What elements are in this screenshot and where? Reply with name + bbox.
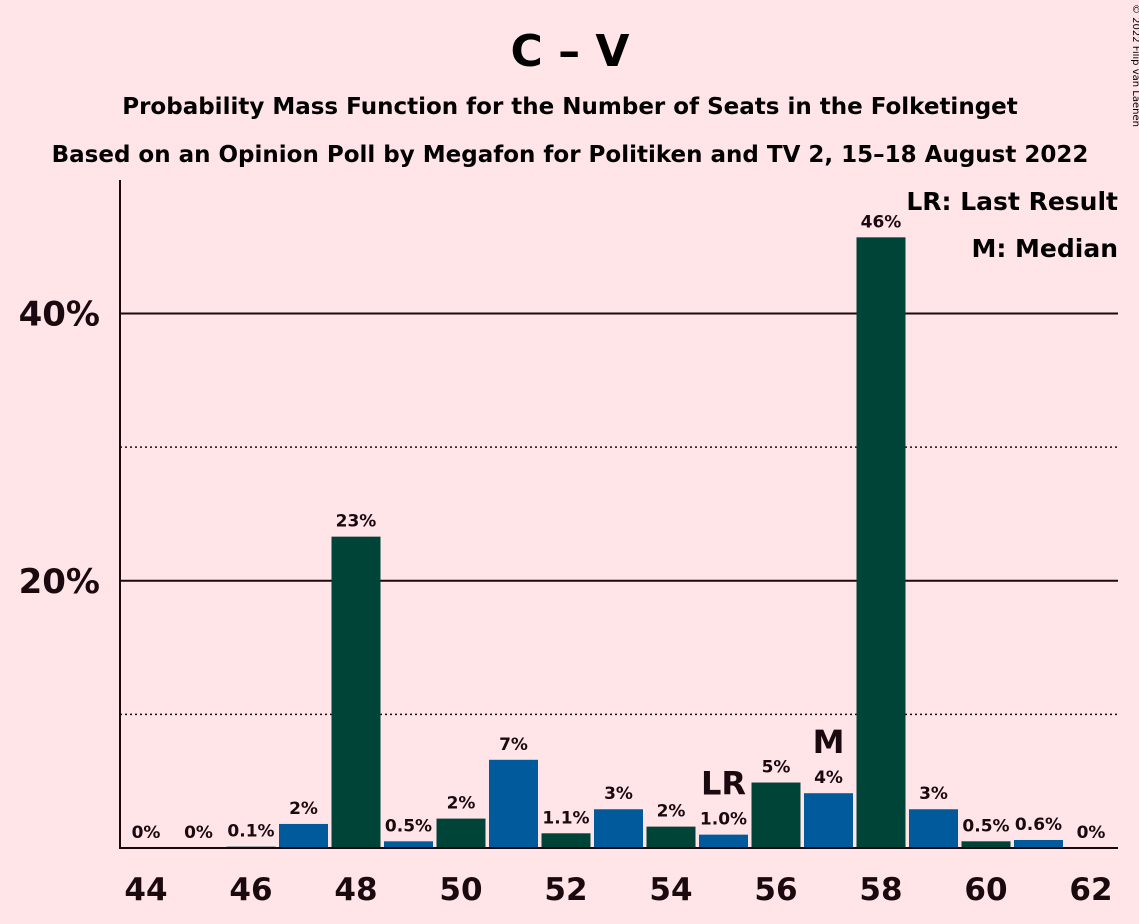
bar-59 [909,809,958,848]
x-tick-label-44: 44 [124,872,167,908]
bar-51 [489,759,538,848]
bar-47 [279,823,328,848]
bar-54 [646,826,696,848]
data-label-54: 2% [657,802,686,822]
x-tick-label-48: 48 [334,872,377,908]
axes: 20% 40% 44 46 48 50 52 54 56 58 60 62 [19,180,1118,908]
gridlines [120,312,1118,716]
x-tick-label-62: 62 [1069,872,1112,908]
y-tick-label-20: 20% [19,562,100,602]
x-tick-label-58: 58 [859,872,902,908]
bar-56 [751,782,801,848]
data-label-52: 1.1% [542,808,589,828]
bar-60 [961,841,1011,848]
legend-entry-median: M: Median [971,234,1118,263]
annotation-m: M [813,723,845,761]
x-tick-label-50: 50 [439,872,482,908]
data-label-51: 7% [499,735,528,755]
y-tick-label-40: 40% [19,295,100,335]
data-label-46: 0.1% [227,822,274,842]
data-label-61: 0.6% [1015,815,1062,835]
data-label-55: 1.0% [700,810,747,830]
data-label-45: 0% [184,823,213,843]
bar-57 [804,793,853,848]
data-label-62: 0% [1077,823,1106,843]
data-label-48: 23% [336,512,377,532]
annotations: LR M [701,723,844,802]
annotation-lr: LR [701,765,746,803]
x-tick-label-54: 54 [649,872,692,908]
x-tick-label-46: 46 [229,872,272,908]
bar-53 [594,809,643,848]
data-label-53: 3% [604,784,633,804]
bar-48 [331,536,381,848]
bar-52 [541,833,591,848]
x-tick-label-60: 60 [964,872,1007,908]
bar-55 [699,834,748,848]
data-label-60: 0.5% [962,816,1009,836]
x-tick-label-56: 56 [754,872,797,908]
bar-49 [384,841,433,848]
bar-58 [856,237,906,849]
bar-50 [436,818,486,848]
chart-subtitle-2: Based on an Opinion Poll by Megafon for … [52,142,1089,168]
data-label-56: 5% [762,758,791,778]
data-label-59: 3% [919,784,948,804]
data-label-49: 0.5% [385,816,432,836]
copyright: © 2022 Filip van Laenen [1130,4,1139,127]
chart-title: C – V [511,26,630,77]
x-tick-label-52: 52 [544,872,587,908]
data-labels: 0% 0% 0.1% 2% 23% 0.5% 2% 7% 1.1% 3% 2% 1.0% 5% 4% 46%… [132,212,1106,843]
legend-entry-last-result: LR: Last Result [906,187,1118,216]
data-label-57: 4% [814,768,843,788]
chart-subtitle: Probability Mass Function for the Number… [122,94,1018,120]
data-label-50: 2% [447,794,476,814]
data-label-58: 46% [861,212,902,232]
data-label-44: 0% [132,823,161,843]
data-label-47: 2% [289,799,318,819]
bar-61 [1014,839,1063,848]
bars [226,237,1063,849]
